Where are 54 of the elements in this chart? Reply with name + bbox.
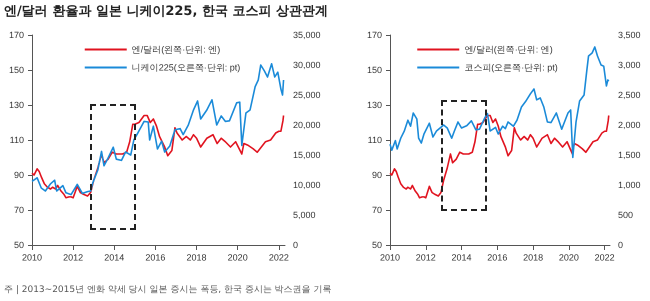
y2-tick-label: 30,000 — [293, 60, 321, 70]
x-tick-label: 2018 — [186, 252, 207, 262]
x-tick-label: 2022 — [594, 252, 615, 262]
y-tick-label: 90 — [372, 170, 382, 180]
y2-tick-label: 3,000 — [618, 60, 641, 70]
y-tick-label: 130 — [366, 100, 382, 110]
line-series — [31, 114, 284, 199]
y-tick-label: 70 — [372, 205, 382, 215]
y-tick-label: 50 — [14, 240, 24, 250]
x-tick-label: 2012 — [63, 252, 84, 262]
text: 주 | 2013~2015년 엔화 약세 당시 일본 증시는 폭등, 한국 증시는 박스권을 기록 — [4, 284, 332, 296]
x-tick-label: 2020 — [228, 252, 248, 262]
chart-title: 엔/달러 환율과 일본 니케이225, 한국 코스피 상관관계 — [4, 3, 328, 20]
legend-label: 엔/달러(왼쪽·단위: 엔) — [132, 44, 220, 54]
y2-tick-label: 500 — [618, 210, 634, 220]
y2-tick-label: 5,000 — [293, 210, 316, 220]
y2-tick-label: 3,500 — [618, 30, 641, 40]
x-tick-label: 2014 — [104, 252, 124, 262]
line-series — [389, 46, 610, 158]
y-tick-label: 110 — [10, 135, 24, 145]
line-series — [389, 114, 610, 199]
y2-tick-label: 2,500 — [618, 90, 641, 100]
y2-tick-label: 0 — [293, 240, 298, 250]
y-tick-label: 150 — [366, 65, 382, 75]
y2-tick-label: 2,000 — [618, 120, 641, 130]
legend-label: 엔/달러(왼쪽·단위: 엔) — [464, 44, 553, 54]
x-tick-label: 2018 — [523, 252, 544, 262]
y-tick-label: 150 — [8, 65, 24, 75]
y2-tick-label: 1,000 — [618, 180, 641, 190]
y-tick-label: 70 — [14, 205, 24, 215]
y2-tick-label: 35,000 — [293, 30, 321, 40]
line-series — [31, 63, 284, 196]
y-tick-label: 170 — [8, 30, 24, 40]
y2-tick-label: 0 — [618, 240, 624, 250]
x-tick-label: 2012 — [416, 252, 436, 262]
y2-tick-label: 25,000 — [293, 90, 321, 100]
y2-tick-label: 15,000 — [293, 150, 321, 160]
y2-tick-label: 1,500 — [618, 150, 641, 160]
y-tick-label: 110 — [368, 135, 382, 145]
y2-tick-label: 20,000 — [293, 120, 321, 130]
x-tick-label: 2016 — [145, 252, 166, 262]
y-tick-label: 130 — [8, 100, 24, 110]
y-tick-label: 50 — [372, 240, 382, 250]
x-tick-label: 2016 — [487, 252, 508, 262]
y-tick-label: 170 — [366, 30, 382, 40]
y2-tick-label: 10,000 — [293, 180, 321, 190]
x-tick-label: 2010 — [380, 252, 400, 262]
x-tick-label: 2022 — [268, 252, 289, 262]
x-tick-label: 2010 — [22, 252, 42, 262]
x-tick-label: 2020 — [558, 252, 579, 262]
y-tick-label: 90 — [14, 170, 24, 180]
legend-label: 니케이225(오른쪽·단위: pt) — [132, 62, 240, 72]
x-tick-label: 2014 — [452, 252, 472, 262]
legend-label: 코스피(오른쪽·단위: pt) — [464, 62, 558, 72]
